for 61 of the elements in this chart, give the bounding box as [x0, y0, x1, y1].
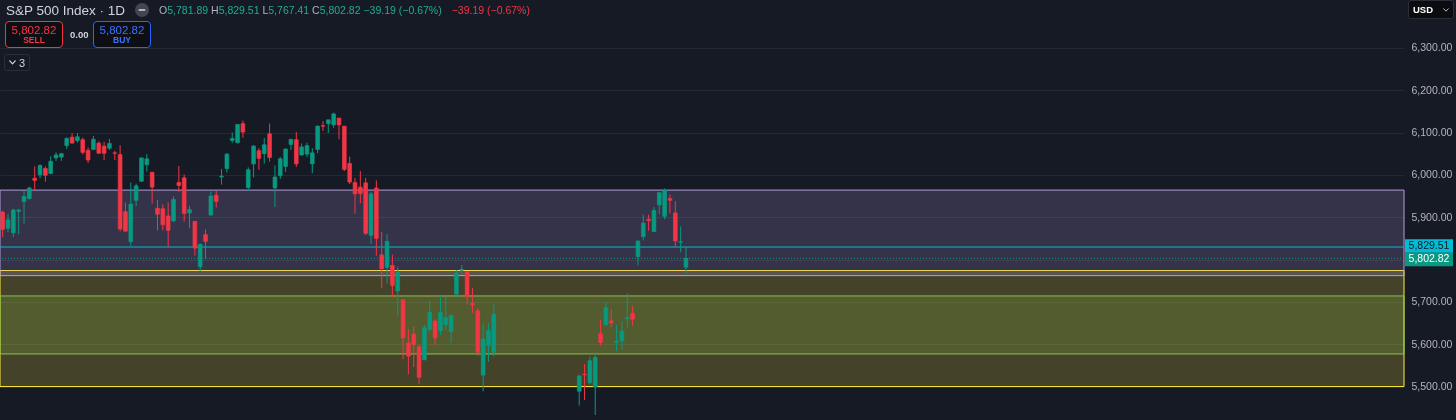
candlestick	[379, 231, 384, 289]
y-tick-label: 6,200.00	[1411, 83, 1453, 96]
candlestick	[171, 195, 176, 223]
candlestick	[208, 191, 214, 216]
candlestick	[288, 138, 294, 151]
y-tick-label: 6,100.00	[1411, 126, 1453, 139]
candlestick	[251, 144, 256, 178]
candlestick	[336, 117, 342, 140]
annotation: −39.19 (−0.67%)	[451, 4, 530, 16]
candlestick	[32, 165, 37, 192]
candlestick	[262, 137, 267, 164]
candlestick	[187, 205, 192, 229]
candlestick	[0, 210, 5, 238]
candlestick	[619, 320, 625, 351]
candlestick	[133, 183, 139, 207]
buy-button: 5,802.82 BUY	[93, 21, 151, 48]
annotation: BUY	[113, 35, 131, 46]
candlestick	[432, 318, 438, 346]
candlestick	[577, 374, 582, 407]
candlestick	[651, 206, 657, 233]
candlestick	[678, 226, 683, 253]
chart-title: S&P 500 Index · 1D	[6, 2, 126, 18]
y-tick-label: 5,700.00	[1411, 295, 1453, 308]
y-tick-label: 5,900.00	[1411, 210, 1453, 223]
candlestick	[267, 123, 272, 163]
annotation: SELL	[23, 35, 45, 46]
candlestick	[609, 308, 614, 328]
currency-button: USD	[1408, 0, 1454, 19]
candlestick	[582, 363, 587, 401]
y-tick-label: 5,500.00	[1411, 380, 1453, 393]
annotation: 3	[18, 56, 26, 69]
candlestick	[390, 253, 395, 298]
candlestick	[149, 171, 155, 205]
candlestick	[320, 120, 326, 132]
candlestick	[395, 266, 400, 317]
candlestick	[315, 124, 320, 154]
candlestick	[641, 214, 646, 241]
candlestick	[246, 166, 251, 192]
candlestick	[630, 305, 635, 327]
annotation: 5,802.82	[11, 23, 57, 37]
annotation: O5,781.89 H5,829.51 L5,767.41 C5,802.82 −39.19 (−0.67%)	[159, 4, 442, 16]
collapse-button: 3	[4, 54, 30, 71]
candlestick	[224, 152, 230, 173]
candlestick	[272, 165, 278, 208]
y-tick-label: 5,600.00	[1411, 337, 1453, 350]
candlestick	[203, 228, 208, 260]
candlestick	[614, 324, 619, 352]
candlestick	[603, 301, 609, 327]
candlestick	[667, 194, 673, 214]
candlestick	[625, 292, 630, 328]
candlestick	[454, 269, 459, 295]
ref-line-label: 5,829.51	[1408, 238, 1450, 251]
y-tick-label: 6,000.00	[1411, 168, 1453, 181]
y-tick-label: 6,300.00	[1411, 41, 1453, 54]
ref-line-label: 5,802.82	[1408, 252, 1450, 265]
sell-button: 5,802.82 SELL	[5, 21, 63, 48]
candlestick	[598, 319, 603, 346]
candlestick	[256, 147, 262, 171]
candlestick	[470, 287, 475, 314]
annotation: 0.00	[70, 29, 89, 40]
annotation: 5,802.82	[99, 23, 145, 37]
